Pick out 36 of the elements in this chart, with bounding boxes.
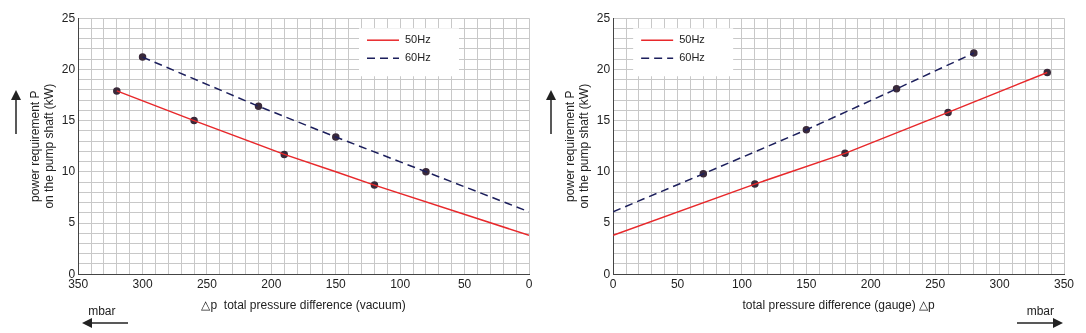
- legend-label: 60Hz: [679, 51, 705, 64]
- x-tick-label: 350: [1053, 276, 1075, 291]
- x-tick-label: 0: [525, 276, 533, 291]
- x-tick-label: 250: [925, 276, 946, 291]
- x-tick-label: 250: [196, 276, 218, 291]
- y-axis-title: power requirement P on the pump shaft (kW): [562, 83, 591, 209]
- legend-label: 50Hz: [679, 33, 705, 46]
- y-tick-label: 5: [603, 215, 611, 230]
- y-tick-label: 20: [596, 61, 611, 76]
- x-tick-label: 300: [132, 276, 153, 291]
- x-tick-label: 150: [325, 276, 347, 291]
- x-tick-label: 200: [261, 276, 282, 291]
- y-tick-label: 25: [61, 10, 76, 25]
- y-tick-label: 0: [603, 266, 611, 281]
- x-axis-title: △p total pressure difference (vacuum): [201, 298, 406, 313]
- y-tick-label: 10: [61, 164, 76, 179]
- x-axis-title: total pressure difference (gauge) △p: [742, 298, 936, 313]
- x-tick-label: 50: [457, 276, 472, 291]
- y-tick-label: 15: [61, 112, 76, 127]
- y-tick-label: 15: [596, 112, 611, 127]
- y-tick-label: 20: [61, 61, 76, 76]
- y-tick-label: 5: [68, 215, 76, 230]
- legend-label: 50Hz: [405, 33, 431, 46]
- x-tick-label: 100: [390, 276, 411, 291]
- legend-label: 60Hz: [405, 51, 431, 64]
- y-axis-title: power requirement P on the pump shaft (kW): [27, 83, 56, 209]
- point: [892, 85, 901, 93]
- x-tick-label: 50: [670, 276, 685, 291]
- text: mbar: [1026, 304, 1054, 318]
- y-tick-label: 10: [596, 164, 611, 179]
- text: mbar: [88, 304, 116, 318]
- x-tick-label: 100: [731, 276, 753, 291]
- x-tick-label: 150: [796, 276, 817, 291]
- x-tick-label: 300: [989, 276, 1010, 291]
- y-tick-label: 25: [596, 10, 611, 25]
- x-tick-label: 200: [860, 276, 882, 291]
